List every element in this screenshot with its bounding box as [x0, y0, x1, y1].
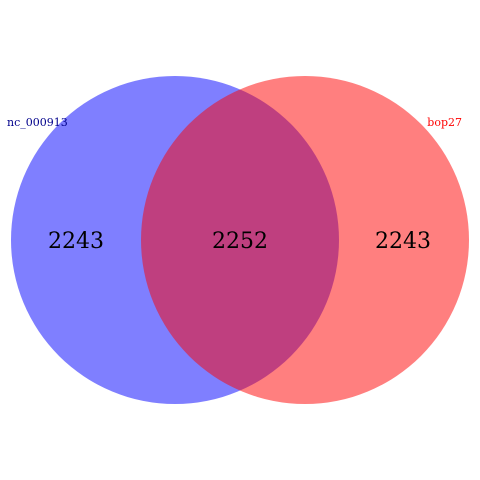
- count-intersection: 2252: [212, 229, 268, 254]
- count-right-only: 2243: [375, 229, 431, 254]
- set-circle-bop27: [141, 76, 469, 404]
- set-label-nc-000913: nc_000913: [7, 116, 68, 129]
- count-left-only: 2243: [48, 229, 104, 254]
- set-label-bop27: bop27: [427, 116, 462, 129]
